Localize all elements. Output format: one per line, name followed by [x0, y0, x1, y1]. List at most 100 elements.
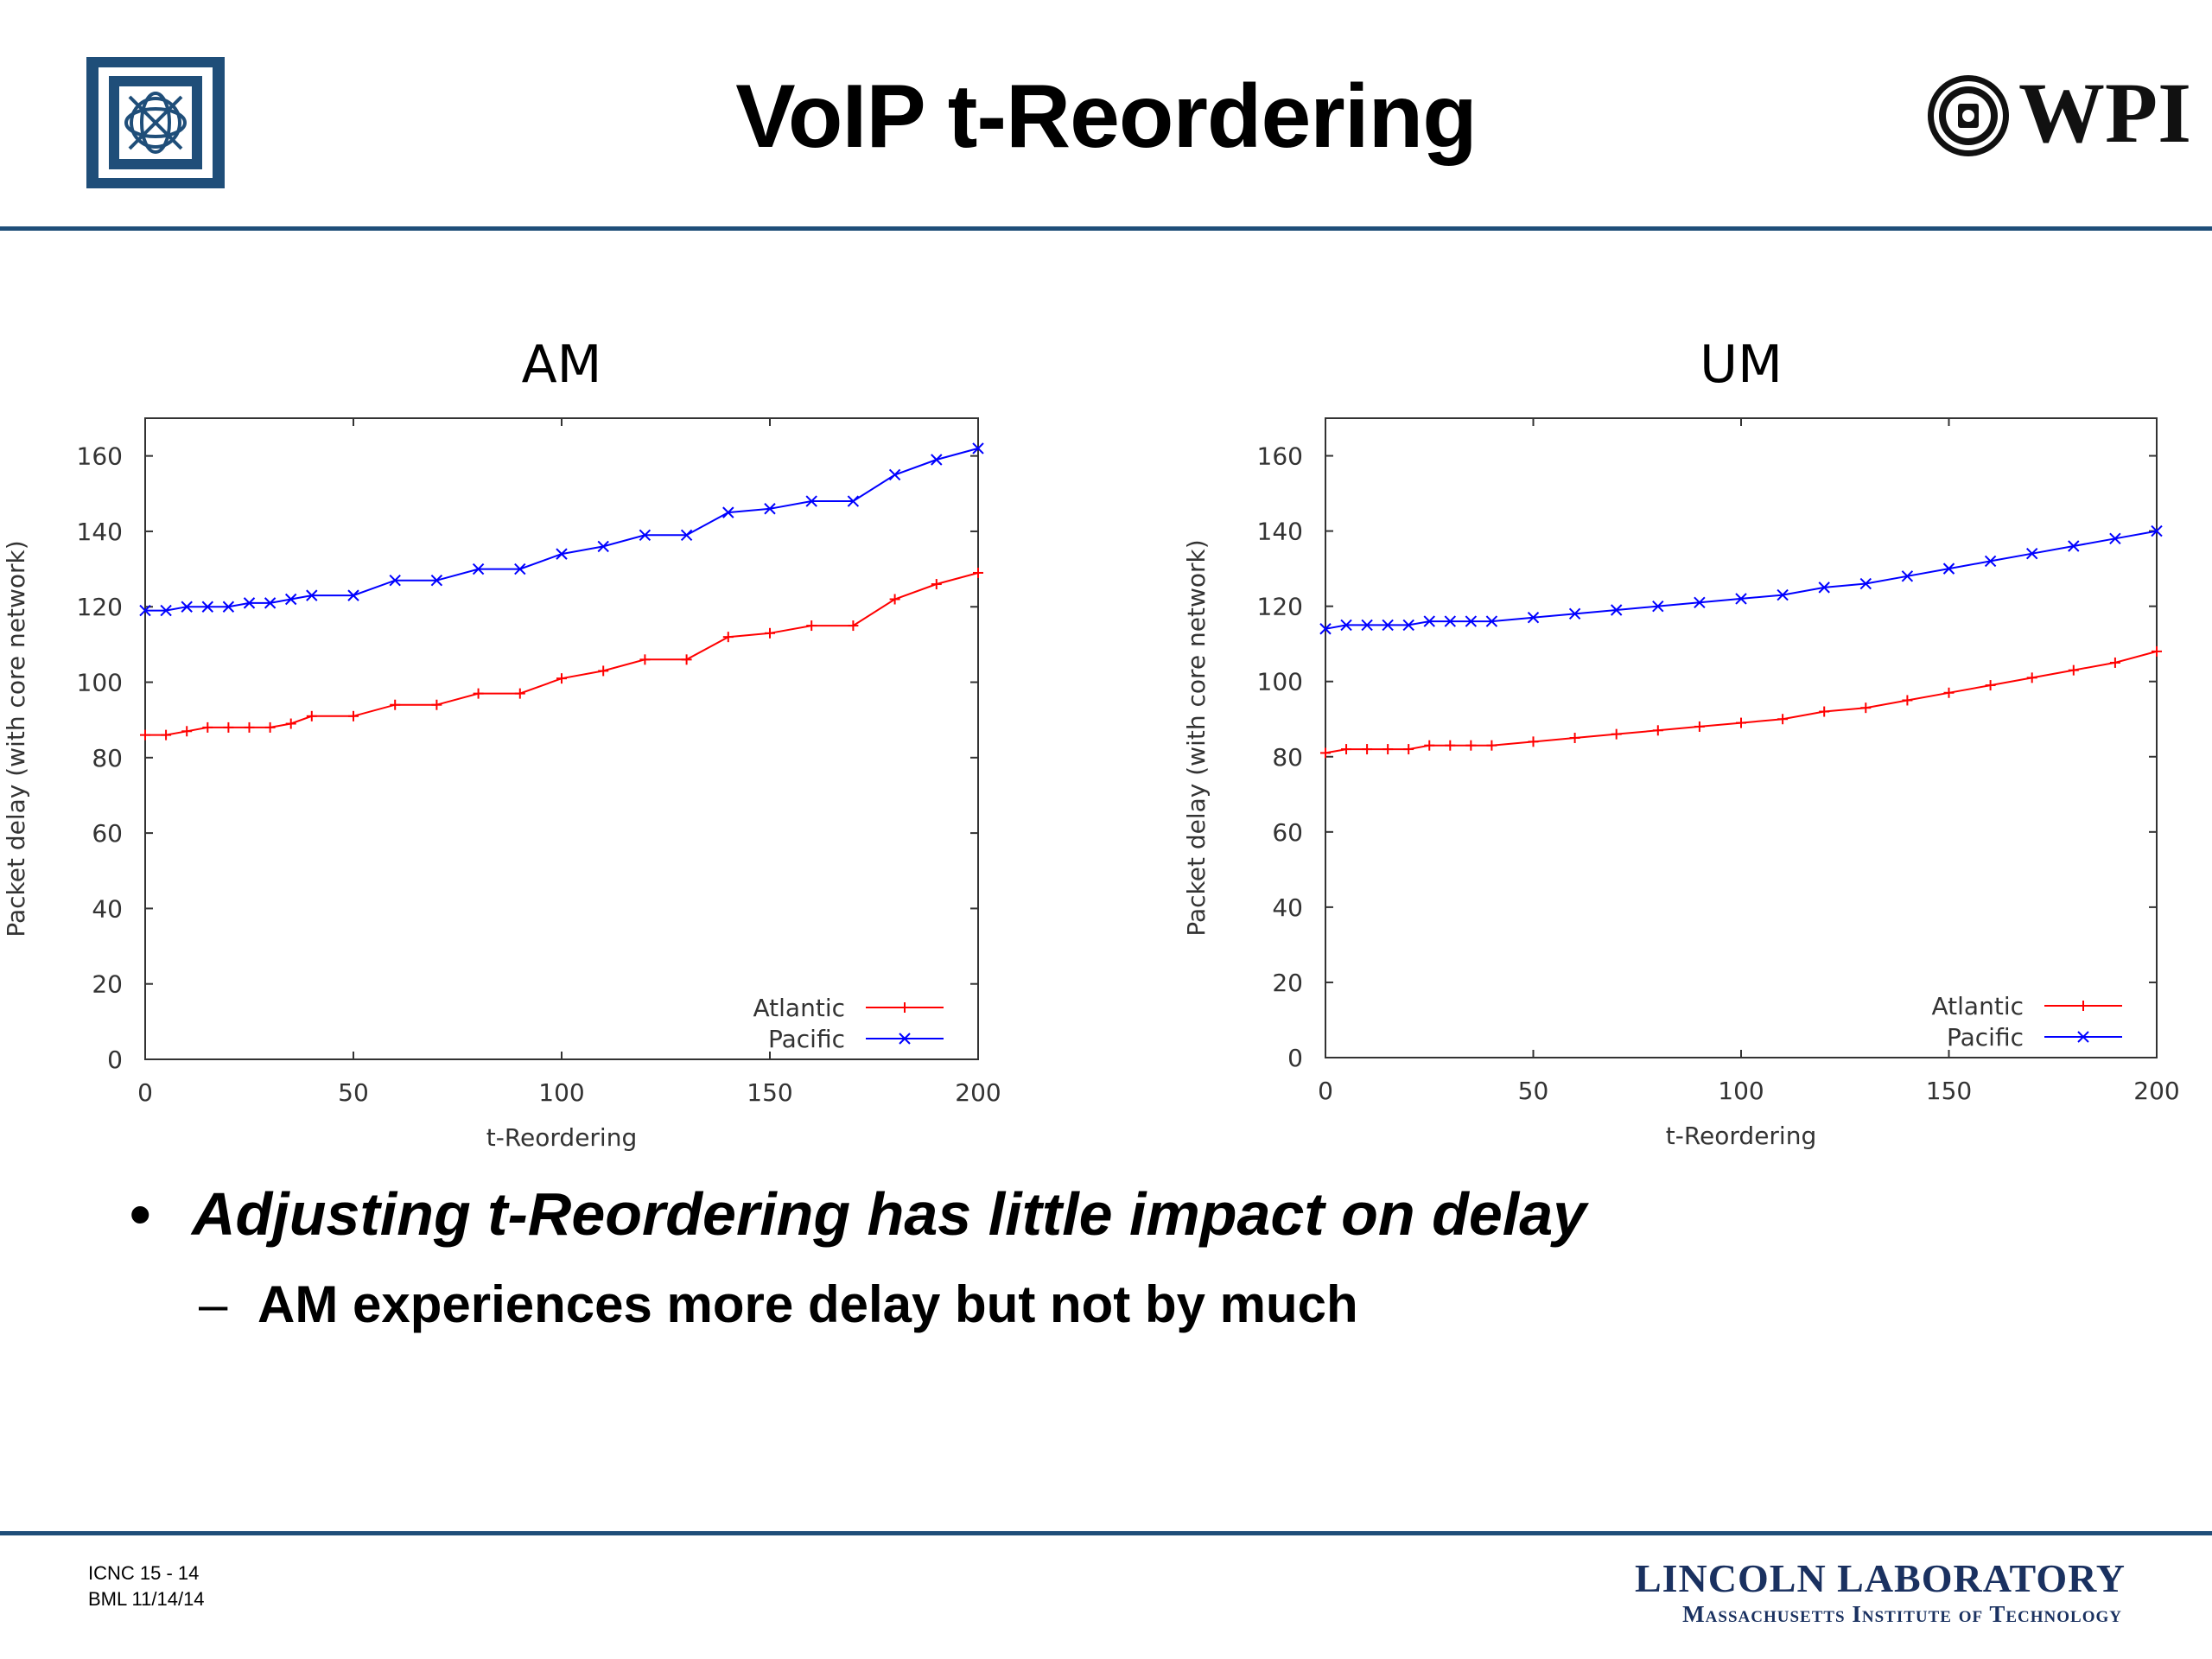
data-point-pacific [1568, 607, 1581, 620]
data-point-atlantic [1902, 695, 1913, 706]
data-point-atlantic [2152, 645, 2162, 657]
data-point-atlantic [1860, 702, 1872, 714]
point-mark [680, 529, 693, 542]
data-point-atlantic [1943, 687, 1955, 698]
y-tick-label: 80 [92, 744, 123, 772]
legend-marker [899, 1033, 911, 1045]
y-axis-label: Packet delay (with core network) [1182, 539, 1211, 936]
data-point-pacific [1984, 555, 1997, 568]
bullet-sub-text: AM experiences more delay but not by muc… [257, 1275, 1358, 1333]
point-mark [1694, 596, 1706, 609]
data-point-pacific [1942, 563, 1955, 575]
data-point-atlantic [431, 699, 442, 710]
data-point-pacific [1319, 623, 1332, 635]
data-point-atlantic [2026, 672, 2037, 683]
point-mark [2151, 524, 2163, 537]
point-mark [2068, 540, 2080, 552]
data-point-atlantic [973, 567, 983, 578]
point-mark [639, 529, 652, 542]
data-point-pacific [284, 593, 297, 606]
data-point-pacific [1423, 615, 1435, 627]
data-point-pacific [1402, 619, 1414, 632]
point-mark [1901, 570, 1914, 582]
legend-label-atlantic: Atlantic [753, 994, 845, 1022]
point-mark [972, 442, 984, 454]
point-mark [597, 540, 609, 553]
mit-logo [86, 57, 225, 188]
data-point-atlantic [1403, 744, 1414, 755]
bullet-main: • Adjusting t-Reordering has little impac… [130, 1175, 1586, 1253]
data-point-pacific [264, 597, 276, 609]
data-point-atlantic [202, 721, 213, 733]
point-mark [2109, 532, 2121, 545]
point-mark [181, 601, 193, 613]
data-point-pacific [847, 495, 860, 507]
data-point-atlantic [181, 726, 193, 737]
footer-id: ICNC 15 - 14 [88, 1562, 200, 1584]
point-mark [1402, 619, 1414, 632]
point-mark [1652, 600, 1664, 613]
y-tick-label: 120 [77, 593, 123, 621]
point-mark [722, 506, 734, 518]
legend-marker [2077, 1031, 2089, 1043]
data-point-atlantic [1341, 744, 1352, 755]
point-mark [2025, 547, 2038, 560]
y-tick-label: 160 [1257, 442, 1303, 471]
point-mark [243, 597, 256, 609]
point-mark [888, 468, 901, 481]
y-axis-label: Packet delay (with core network) [2, 540, 30, 937]
data-point-atlantic [1569, 733, 1580, 743]
data-point-atlantic [306, 710, 317, 721]
plot-frame [1325, 417, 2158, 1058]
y-tick-label: 100 [1257, 668, 1303, 696]
data-point-pacific [2151, 524, 2163, 537]
data-point-atlantic [848, 620, 859, 632]
data-point-pacific [2109, 532, 2121, 545]
data-point-pacific [1735, 593, 1747, 605]
point-mark [514, 563, 526, 575]
point-mark [1444, 615, 1457, 627]
data-point-atlantic [639, 654, 651, 665]
y-tick-label: 140 [1257, 518, 1303, 546]
data-point-pacific [306, 589, 318, 601]
data-point-atlantic [765, 627, 775, 639]
data-point-atlantic [2068, 664, 2079, 676]
x-axis-label: t-Reordering [486, 1123, 637, 1152]
point-mark [1984, 555, 1997, 568]
data-point-pacific [1485, 615, 1498, 627]
data-point-atlantic [1362, 744, 1373, 755]
data-point-pacific [430, 574, 443, 587]
x-tick-label: 150 [747, 1078, 792, 1107]
point-mark [1942, 563, 1955, 575]
point-mark [139, 604, 151, 617]
x-tick-label: 50 [1518, 1077, 1549, 1105]
data-point-atlantic [140, 729, 150, 741]
data-point-pacific [1901, 570, 1914, 582]
data-point-pacific [1444, 615, 1457, 627]
data-point-atlantic [1382, 744, 1394, 755]
y-tick-label: 60 [92, 819, 123, 848]
y-tick-label: 60 [1272, 818, 1303, 847]
data-point-pacific [764, 503, 776, 515]
point-mark [306, 589, 318, 601]
point-mark [1568, 607, 1581, 620]
bullet-main-text: Adjusting t-Reordering has little impact… [192, 1180, 1587, 1248]
y-tick-label: 0 [107, 1046, 123, 1074]
point-mark [1423, 615, 1435, 627]
point-mark [472, 563, 485, 575]
x-axis-label: t-Reordering [1666, 1122, 1816, 1150]
bullet-marker: • [130, 1180, 151, 1248]
legend-label-pacific: Pacific [768, 1025, 845, 1053]
data-point-atlantic [223, 721, 234, 733]
lincoln-lab-subtitle: Massachusetts Institute of Technology [1682, 1601, 2122, 1627]
y-tick-label: 20 [92, 970, 123, 999]
chart-title: AM [522, 334, 602, 395]
point-mark [1465, 615, 1478, 627]
chart-title: UM [1700, 334, 1783, 395]
series-line-atlantic [1325, 650, 2158, 754]
footer-author-date: BML 11/14/14 [88, 1588, 205, 1610]
y-tick-label: 80 [1272, 743, 1303, 772]
data-point-pacific [722, 506, 734, 518]
data-point-atlantic [1528, 736, 1539, 747]
point-mark [1859, 577, 1872, 590]
